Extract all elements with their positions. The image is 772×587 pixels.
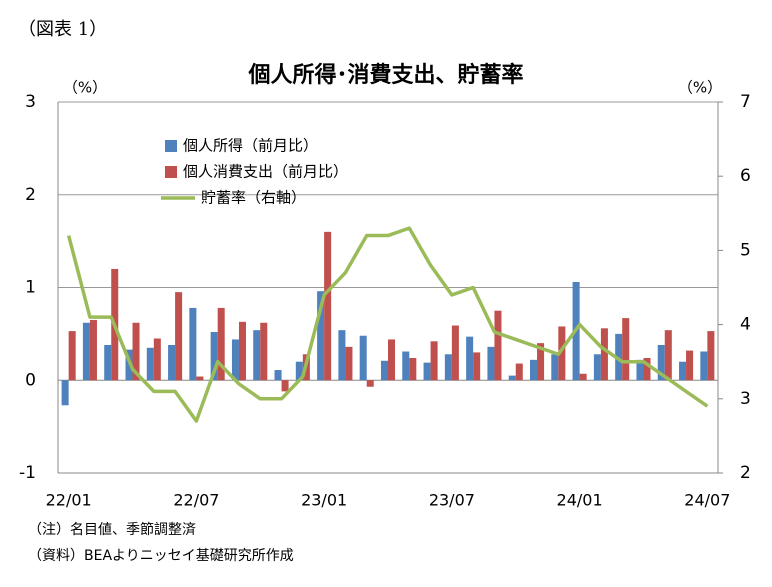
bar bbox=[615, 333, 623, 381]
bar bbox=[175, 292, 183, 381]
bar bbox=[664, 330, 672, 381]
x-tick-label: 24/01 bbox=[557, 491, 603, 510]
bar bbox=[402, 351, 410, 381]
x-tick-label: 22/01 bbox=[46, 491, 92, 510]
bar bbox=[238, 321, 246, 381]
bar bbox=[707, 331, 715, 381]
bar bbox=[686, 350, 694, 381]
bar bbox=[281, 380, 289, 392]
y2-tick-label: 7 bbox=[740, 92, 751, 112]
bar bbox=[132, 322, 140, 381]
bar bbox=[260, 322, 268, 381]
legend-swatch bbox=[165, 166, 177, 178]
y-tick-label: 0 bbox=[25, 370, 36, 390]
line-series bbox=[66, 226, 709, 423]
bar bbox=[494, 310, 502, 381]
y-tick-label: -1 bbox=[19, 463, 36, 483]
y-tick-label: 2 bbox=[25, 185, 36, 205]
x-tick-label: 22/07 bbox=[173, 491, 219, 510]
bar bbox=[679, 361, 687, 381]
bar bbox=[82, 322, 90, 381]
figure-label: （図表 1） bbox=[18, 19, 107, 40]
bar bbox=[600, 328, 608, 381]
bar bbox=[217, 307, 225, 381]
bar bbox=[210, 332, 218, 381]
bar bbox=[366, 380, 374, 387]
bar bbox=[61, 380, 69, 406]
bar bbox=[153, 338, 161, 381]
bar bbox=[508, 375, 516, 381]
bar bbox=[622, 318, 630, 381]
y2-unit: （%） bbox=[678, 79, 722, 97]
bar bbox=[409, 357, 417, 381]
bar bbox=[579, 373, 587, 381]
x-tick-label: 23/01 bbox=[301, 491, 347, 510]
legend-label: 個人所得（前月比） bbox=[183, 137, 318, 155]
y-unit: （%） bbox=[63, 79, 107, 97]
bar bbox=[430, 341, 438, 381]
bar bbox=[295, 361, 303, 381]
bar bbox=[68, 331, 76, 381]
bar bbox=[388, 339, 396, 381]
note: （資料）BEAよりニッセイ基礎研究所作成 bbox=[28, 547, 294, 564]
y2-tick-label: 5 bbox=[740, 240, 751, 260]
bar bbox=[657, 345, 665, 381]
legend-swatch bbox=[165, 140, 177, 152]
bar bbox=[643, 357, 651, 381]
bar bbox=[274, 370, 282, 381]
bar bbox=[324, 231, 332, 381]
bar bbox=[593, 354, 601, 381]
chart-title: 個人所得･消費支出、貯蓄率 bbox=[247, 62, 523, 88]
bar bbox=[487, 346, 495, 381]
y-tick-label: 1 bbox=[25, 278, 36, 298]
bar bbox=[231, 339, 239, 381]
bar bbox=[537, 343, 545, 381]
bar bbox=[530, 359, 538, 381]
y2-tick-label: 6 bbox=[740, 166, 751, 186]
x-tick-label: 23/07 bbox=[429, 491, 475, 510]
bar bbox=[380, 360, 388, 381]
bar bbox=[317, 291, 325, 381]
bar bbox=[515, 363, 523, 381]
bar bbox=[451, 325, 459, 381]
legend-label: 貯蓄率（右軸） bbox=[201, 189, 306, 207]
y2-tick-label: 2 bbox=[740, 463, 751, 483]
bar bbox=[466, 336, 474, 381]
y-tick-label: 3 bbox=[25, 92, 36, 112]
bar bbox=[189, 307, 197, 381]
bar bbox=[196, 376, 204, 381]
bar bbox=[636, 359, 644, 381]
bar bbox=[104, 345, 112, 381]
y2-tick-label: 3 bbox=[740, 389, 751, 409]
x-tick-label: 24/07 bbox=[684, 491, 730, 510]
note: （注）名目値、季節調整済 bbox=[28, 521, 196, 538]
legend-label: 個人消費支出（前月比） bbox=[183, 163, 348, 181]
bar bbox=[345, 346, 353, 381]
bar bbox=[551, 354, 559, 381]
bar bbox=[558, 326, 566, 381]
y2-tick-label: 4 bbox=[740, 315, 751, 335]
bar bbox=[359, 335, 367, 381]
bar bbox=[168, 345, 176, 381]
bar bbox=[423, 362, 431, 381]
bar bbox=[146, 347, 154, 381]
bar bbox=[444, 354, 452, 381]
bar bbox=[700, 351, 708, 381]
bar bbox=[89, 319, 97, 381]
bar bbox=[338, 330, 346, 381]
bar bbox=[473, 352, 481, 381]
bar bbox=[253, 330, 261, 381]
